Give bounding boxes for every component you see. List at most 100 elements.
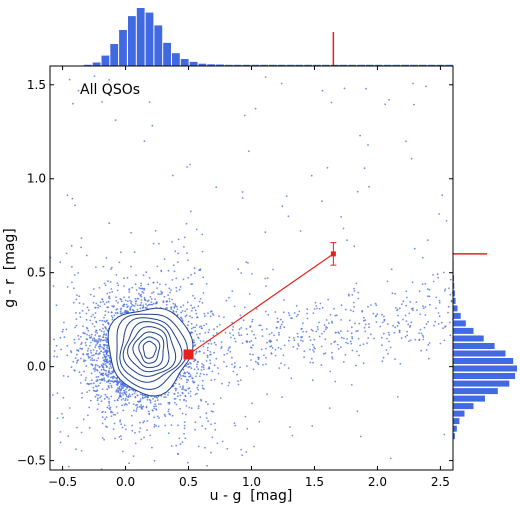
scatter-point: [306, 317, 309, 320]
scatter-point: [445, 220, 448, 222]
scatter-point: [105, 257, 108, 259]
scatter-point: [239, 314, 242, 317]
scatter-point: [365, 87, 367, 90]
top-hist-bar: [92, 62, 101, 66]
scatter-point: [90, 372, 93, 375]
scatter-point: [113, 314, 116, 317]
scatter-point: [368, 185, 370, 188]
scatter-point: [140, 404, 143, 406]
y-tick-label: 1.5: [27, 78, 46, 92]
scatter-point: [170, 424, 173, 426]
scatter-point: [151, 303, 154, 306]
scatter-point: [270, 340, 273, 343]
scatter-point: [56, 392, 59, 394]
scatter-point: [111, 291, 114, 293]
scatter-point: [79, 382, 82, 384]
scatter-point: [250, 340, 253, 342]
right-hist-bar: [453, 395, 485, 402]
scatter-point: [270, 332, 273, 334]
scatter-point: [148, 398, 151, 401]
scatter-point: [189, 395, 192, 397]
scatter-point: [347, 293, 350, 296]
scatter-point: [315, 305, 318, 307]
scatter-point: [295, 315, 298, 318]
scatter-point: [97, 375, 100, 378]
scatter-point: [329, 370, 332, 373]
scatter-point: [331, 357, 334, 360]
scatter-point: [194, 326, 197, 329]
scatter-point: [181, 412, 184, 415]
scatter-point: [363, 326, 366, 329]
scatter-point: [278, 331, 280, 334]
scatter-point: [205, 412, 208, 415]
scatter-point: [89, 293, 92, 296]
scatter-point: [52, 285, 55, 287]
scatter-point: [241, 454, 244, 457]
top-hist-bar: [224, 64, 233, 66]
scatter-point: [126, 386, 129, 388]
right-hist-bar: [453, 410, 465, 417]
scatter-point: [219, 323, 221, 326]
scatter-point: [232, 326, 235, 328]
scatter-point: [170, 308, 173, 310]
scatter-point: [77, 272, 79, 274]
scatter-point: [444, 288, 447, 291]
scatter-point: [240, 334, 243, 336]
scatter-point: [205, 400, 207, 403]
scatter-point: [367, 337, 370, 339]
scatter-point: [168, 403, 171, 405]
scatter-point: [193, 368, 196, 371]
scatter-point: [246, 333, 249, 336]
scatter-point: [206, 373, 208, 376]
scatter-point: [385, 349, 388, 351]
scatter-point: [207, 312, 209, 314]
scatter-point: [83, 332, 85, 335]
scatter-point: [424, 282, 427, 285]
scatter-point: [98, 352, 101, 354]
scatter-point: [401, 303, 403, 306]
scatter-point: [94, 334, 97, 336]
scatter-point: [193, 344, 196, 347]
scatter-point: [239, 379, 242, 381]
scatter-point: [340, 330, 342, 333]
scatter-point: [311, 425, 314, 427]
scatter-point: [111, 318, 114, 321]
scatter-point: [158, 242, 160, 245]
y-axis-label: g - r [mag]: [2, 228, 18, 308]
scatter-point: [217, 372, 220, 375]
y-axis-ticks: −0.5 0.0 0.5 1.0 1.5: [17, 78, 453, 468]
scatter-point: [287, 339, 290, 342]
scatter-point: [210, 410, 213, 412]
scatter-point: [333, 307, 335, 310]
scatter-point: [375, 315, 378, 317]
scatter-point: [197, 388, 200, 391]
scatter-point: [311, 379, 314, 382]
scatter-point: [337, 348, 340, 350]
scatter-point: [94, 340, 96, 343]
scatter-point: [103, 438, 105, 441]
scatter-point: [111, 371, 114, 374]
contour-level: [127, 326, 170, 373]
scatter-point: [155, 408, 158, 411]
scatter-point: [263, 354, 265, 357]
scatter-point: [373, 337, 375, 340]
scatter-point: [317, 328, 319, 331]
scatter-point: [96, 385, 98, 388]
scatter-point: [196, 372, 198, 375]
y-tick-label: 1.0: [27, 172, 46, 186]
scatter-point: [212, 403, 215, 405]
scatter-point: [125, 395, 128, 398]
scatter-point: [172, 302, 175, 305]
scatter-point: [59, 431, 62, 433]
scatter-point: [443, 339, 446, 342]
scatter-point: [73, 342, 76, 344]
scatter-point: [428, 342, 431, 344]
top-hist-bar: [366, 64, 374, 66]
scatter-point: [321, 332, 323, 335]
scatter-point: [334, 314, 337, 317]
scatter-point: [396, 396, 399, 398]
scatter-point: [178, 288, 181, 291]
scatter-point: [335, 314, 338, 317]
scatter-point: [171, 414, 174, 417]
scatter-point: [106, 346, 108, 349]
